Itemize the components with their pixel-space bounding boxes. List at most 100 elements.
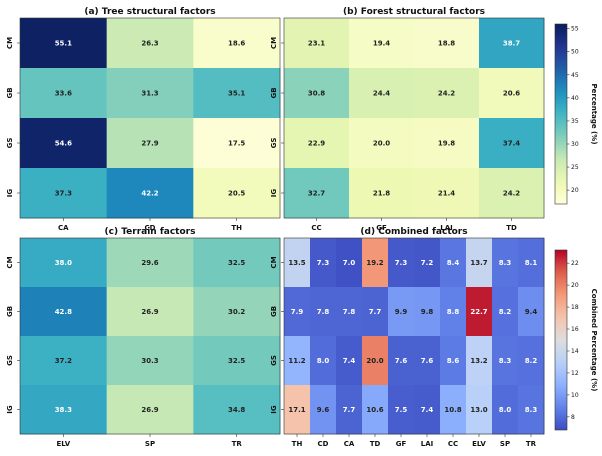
cell-value-label: 9.8 xyxy=(421,308,434,316)
y-tick-label: IG xyxy=(270,189,278,198)
heatmap-cell xyxy=(284,385,311,435)
cell-value-label: 7.8 xyxy=(343,308,356,316)
cell-value-label: 54.6 xyxy=(55,140,72,148)
heatmap-cell xyxy=(20,238,108,288)
cell-value-label: 26.9 xyxy=(141,406,158,414)
heatmap-cell xyxy=(466,287,493,337)
heatmap-cell xyxy=(336,385,363,435)
heatmap-cell xyxy=(518,336,545,386)
heatmap-cell xyxy=(106,168,194,219)
cell-value-label: 8.2 xyxy=(525,357,538,365)
colorbar-tick-label: 40 xyxy=(571,95,579,102)
cell-value-label: 7.8 xyxy=(317,308,330,316)
y-tick-label: GB xyxy=(6,87,14,98)
y-tick-label: CM xyxy=(270,256,278,268)
heatmap-cell xyxy=(492,385,519,435)
heatmap-cell xyxy=(466,385,493,435)
cell-value-label: 21.4 xyxy=(438,190,455,198)
heatmap-cell xyxy=(518,238,545,288)
cell-value-label: 23.1 xyxy=(308,40,325,48)
cell-value-label: 22.9 xyxy=(308,140,325,148)
x-tick-label: CC xyxy=(311,224,321,232)
y-tick-label: GS xyxy=(270,138,278,149)
colorbar-tick-label: 25 xyxy=(571,164,579,171)
cell-value-label: 30.8 xyxy=(308,90,325,98)
x-tick-label: SP xyxy=(500,440,510,448)
y-tick-label: GS xyxy=(6,138,14,149)
x-tick-label: CA xyxy=(58,224,69,232)
x-tick-label: GF xyxy=(396,440,407,448)
cell-value-label: 20.6 xyxy=(503,90,520,98)
cell-value-label: 8.3 xyxy=(525,406,538,414)
colorbar-tick-label: 30 xyxy=(571,141,579,148)
cell-value-label: 32.7 xyxy=(308,190,325,198)
cell-value-label: 24.2 xyxy=(438,90,455,98)
cell-value-label: 37.4 xyxy=(503,140,520,148)
heatmap-cell xyxy=(193,336,281,386)
colorbar-tick-label: 22 xyxy=(571,260,579,267)
cell-value-label: 27.9 xyxy=(141,140,158,148)
colorbar-tick-label: 55 xyxy=(571,26,579,33)
cell-value-label: 33.6 xyxy=(55,90,72,98)
heatmap-cell xyxy=(20,385,108,435)
panel-title: (a) Tree structural factors xyxy=(84,7,215,17)
colorbar-tick-label: 16 xyxy=(571,326,579,333)
heatmap-cell xyxy=(518,385,545,435)
cell-value-label: 38.0 xyxy=(55,259,72,267)
heatmap-cell xyxy=(310,238,337,288)
y-tick-label: GS xyxy=(270,355,278,366)
cell-value-label: 30.3 xyxy=(141,357,158,365)
cell-value-label: 20.0 xyxy=(366,357,383,365)
colorbar-tick-label: 18 xyxy=(571,304,579,311)
y-tick-label: GB xyxy=(270,306,278,317)
y-tick-label: IG xyxy=(270,405,278,414)
cell-value-label: 55.1 xyxy=(55,40,72,48)
heatmap-cell xyxy=(440,287,467,337)
cell-value-label: 7.2 xyxy=(421,259,434,267)
cell-value-label: 31.3 xyxy=(141,90,158,98)
heatmap-cell xyxy=(362,238,389,288)
cell-value-label: 9.6 xyxy=(317,406,330,414)
cell-value-label: 7.4 xyxy=(421,406,434,414)
heatmap-cell xyxy=(106,385,194,435)
heatmap-cell xyxy=(414,118,480,169)
heatmap-cell xyxy=(362,385,389,435)
heatmap-cell xyxy=(284,68,350,119)
cell-value-label: 8.4 xyxy=(447,259,460,267)
heatmap-cell xyxy=(414,168,480,219)
heatmap-cell xyxy=(284,118,350,169)
x-tick-label: LAI xyxy=(421,440,433,448)
heatmap-cell xyxy=(106,238,194,288)
heatmap-cell xyxy=(388,336,415,386)
cell-value-label: 7.3 xyxy=(395,259,408,267)
cell-value-label: 38.7 xyxy=(503,40,520,48)
heatmap-cell xyxy=(106,118,194,169)
colorbar-tick-label: 10 xyxy=(571,392,579,399)
panel-title: (d) Combined factors xyxy=(360,227,467,237)
heatmap-cell xyxy=(310,385,337,435)
heatmap-cell xyxy=(284,238,311,288)
heatmap-cell xyxy=(106,68,194,119)
cell-value-label: 19.8 xyxy=(438,140,455,148)
cell-value-label: 42.8 xyxy=(55,308,72,316)
heatmap-cell xyxy=(492,287,519,337)
x-tick-label: TH xyxy=(231,224,242,232)
panel-frame xyxy=(283,237,545,435)
cell-value-label: 26.3 xyxy=(141,40,158,48)
cell-value-label: 7.9 xyxy=(291,308,304,316)
heatmap-cell xyxy=(284,18,350,69)
heatmap-cell xyxy=(414,68,480,119)
x-tick-label: TD xyxy=(506,224,517,232)
cell-value-label: 22.7 xyxy=(470,308,487,316)
cell-value-label: 13.2 xyxy=(470,357,487,365)
cell-value-label: 29.6 xyxy=(141,259,158,267)
heatmap-cell xyxy=(310,287,337,337)
cell-value-label: 7.3 xyxy=(317,259,330,267)
cell-value-label: 7.7 xyxy=(369,308,382,316)
cell-value-label: 7.4 xyxy=(343,357,356,365)
cell-value-label: 13.5 xyxy=(288,259,305,267)
cell-value-label: 7.5 xyxy=(395,406,408,414)
y-tick-label: GS xyxy=(6,355,14,366)
heatmap-cell xyxy=(20,118,108,169)
cell-value-label: 42.2 xyxy=(141,190,158,198)
